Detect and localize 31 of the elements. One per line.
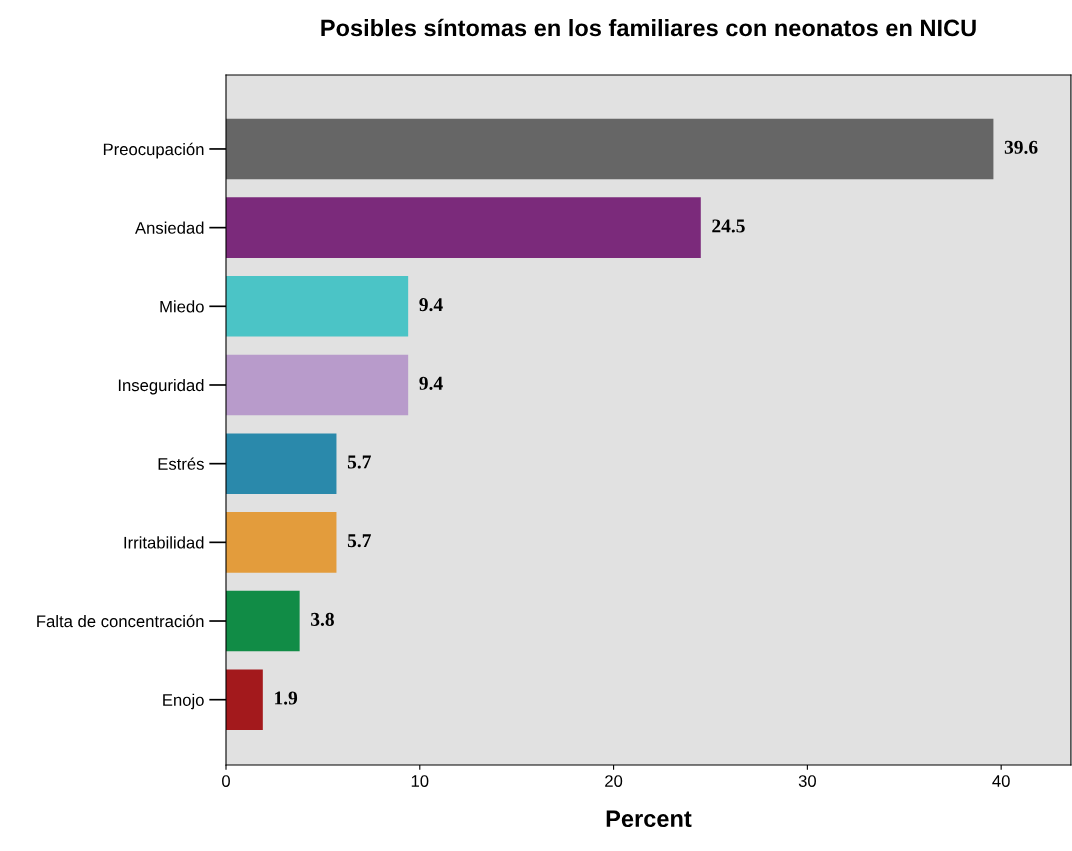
y-tick-label: Inseguridad [118,378,204,395]
bar [226,197,701,258]
bar [226,512,337,573]
data-label: 39.6 [1004,140,1038,154]
x-tick-label: 20 [605,775,623,787]
data-label: 5.7 [347,455,371,469]
data-label: 1.9 [275,691,298,705]
x-tick-label: 30 [798,775,816,787]
data-label: 9.4 [419,298,443,312]
y-tick-label: Falta de concentración [37,614,204,628]
data-label: 9.4 [419,376,443,390]
y-tick-label: Miedo [160,300,204,313]
y-tick-label: Irritabilidad [124,536,204,549]
y-tick-label: Ansiedad [135,221,204,234]
data-label: 3.8 [311,612,334,626]
y-tick-label: Preocupación [103,142,204,159]
bar [226,276,409,337]
bar [226,118,994,180]
x-tick-label: 0 [222,775,230,787]
data-label: 24.5 [712,219,745,233]
x-tick-label: 10 [411,775,429,787]
data-label: 5.7 [347,534,371,548]
y-tick-label: Estrés [158,457,204,470]
bar [226,590,300,652]
bar [226,433,337,494]
y-tick-label: Enojo [163,693,204,710]
bar [226,669,263,730]
bar [226,354,409,416]
x-axis-title: Percent [606,810,692,828]
x-tick-label: 40 [992,775,1010,787]
chart-title: Posibles síntomas en los familiares con neonatos en NICU [321,18,976,37]
